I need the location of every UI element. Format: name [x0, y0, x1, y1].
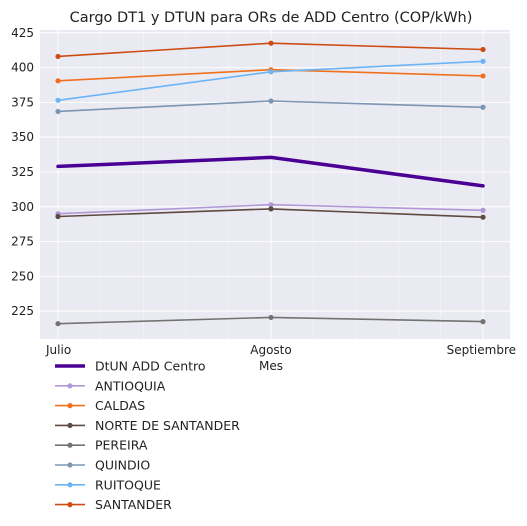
series-line	[56, 155, 485, 188]
data-point	[480, 73, 486, 79]
legend-marker	[67, 482, 73, 488]
data-point	[268, 206, 274, 212]
legend-entry: RUITOQUE	[95, 477, 161, 492]
data-point	[268, 202, 274, 208]
legend-marker	[67, 422, 73, 428]
y-tick-label: 225	[11, 304, 34, 318]
y-tick-label: 250	[11, 269, 34, 283]
data-point	[55, 97, 61, 103]
y-tick-label: 275	[11, 235, 34, 249]
data-point	[268, 314, 274, 321]
y-tick-label: 325	[11, 165, 34, 179]
legend-marker	[67, 442, 73, 448]
legend-entry: DtUN ADD Centro	[95, 359, 206, 374]
data-point	[268, 69, 274, 75]
x-axis-label: Mes	[259, 359, 283, 373]
legend-entry: QUINDIO	[95, 458, 150, 473]
chart-title: Cargo DT1 y DTUN para ORs de ADD Centro …	[70, 10, 473, 26]
data-point	[480, 46, 486, 53]
data-point	[480, 319, 486, 325]
x-tick-label: Julio	[45, 343, 71, 357]
legend-entry: PEREIRA	[95, 438, 148, 453]
legend-entry: ANTIOQUIA	[95, 378, 166, 393]
y-tick-label: 350	[11, 130, 34, 144]
data-point	[268, 98, 274, 104]
data-point	[480, 58, 486, 64]
data-point	[55, 108, 61, 115]
legend: DtUN ADD Centro ANTIOQUIA CALDAS NORTE DE S…	[55, 359, 240, 512]
legend-marker	[67, 502, 73, 508]
y-tick-label: 425	[11, 26, 34, 40]
legend-entry: SANTANDER	[95, 497, 172, 512]
data-point	[55, 321, 61, 327]
data-point	[55, 53, 61, 60]
y-tick-label: 300	[11, 200, 34, 214]
data-point	[480, 207, 486, 213]
legend-entry: CALDAS	[95, 398, 145, 413]
y-tick-label: 375	[11, 95, 34, 109]
data-point	[268, 40, 274, 46]
data-point	[480, 214, 486, 220]
x-tick-label: Agosto	[250, 343, 291, 357]
y-tick-label: 400	[11, 61, 34, 75]
legend-marker	[67, 462, 73, 468]
plot-area: 225 250 275 300 325 350 375 400 425 Julio Agosto Se…	[11, 26, 516, 357]
data-point	[55, 78, 61, 84]
data-point	[55, 213, 61, 220]
legend-marker	[67, 383, 73, 389]
plot-background	[40, 30, 510, 339]
data-point	[480, 104, 486, 110]
x-tick-label: Septiembre	[447, 343, 516, 357]
legend-entry: NORTE DE SANTANDER	[95, 418, 240, 433]
legend-marker	[67, 403, 73, 409]
